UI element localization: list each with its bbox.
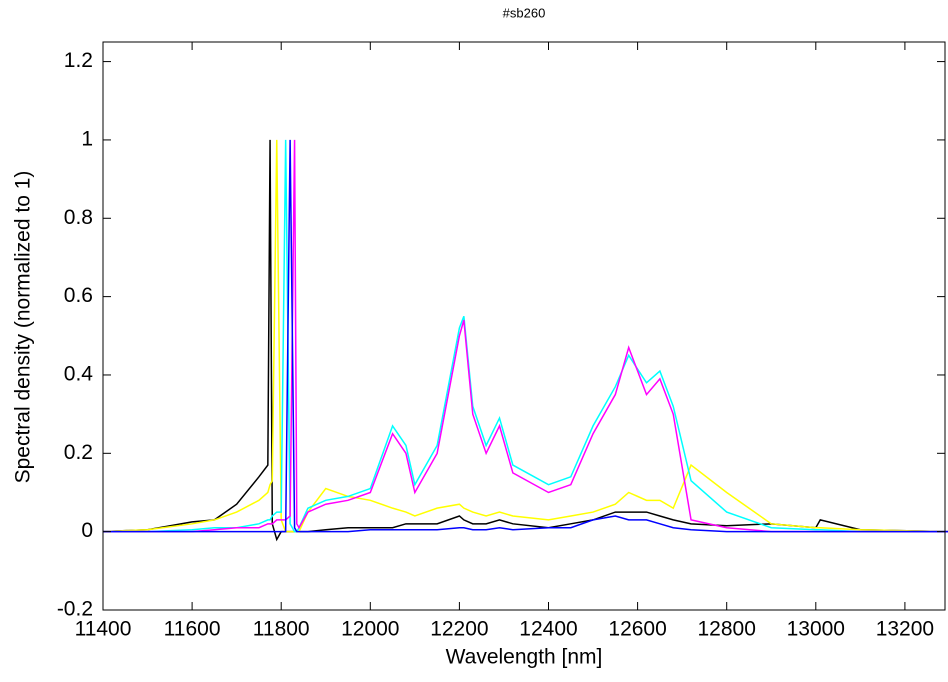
x-tick-label: 12200 [430, 618, 488, 641]
y-tick-label: 0.4 [64, 363, 94, 386]
series-line [102, 139, 948, 542]
x-axis-label: Wavelength [nm] [446, 646, 603, 669]
y-tick-label: 0 [81, 519, 93, 542]
x-tick-label: 12000 [341, 618, 399, 641]
series-line [103, 139, 948, 533]
y-tick-label: 0.6 [64, 284, 93, 307]
y-tick-label: 0.2 [64, 441, 93, 464]
x-tick-label: 12800 [698, 618, 756, 641]
series-line [103, 139, 948, 533]
x-tick-label: 11600 [164, 618, 221, 641]
x-tick-label: 13200 [876, 618, 934, 641]
y-tick-label: -0.2 [57, 598, 93, 621]
plot-frame [102, 41, 946, 611]
y-tick-label: 1.2 [64, 49, 93, 72]
x-tick-label: 11400 [75, 618, 132, 641]
x-tick-label: 12400 [519, 618, 577, 641]
x-tick-label: 12600 [608, 618, 666, 641]
chart-title: #sb260 [503, 5, 546, 20]
y-tick-label: 0.8 [64, 206, 93, 229]
y-axis-label: Spectral density (normalized to 1) [12, 171, 35, 484]
x-tick-label: 13000 [787, 618, 845, 641]
series-line [102, 139, 948, 533]
x-tick-label: 11800 [253, 618, 310, 641]
series-line [103, 139, 948, 533]
y-tick-label: 1 [81, 127, 93, 150]
